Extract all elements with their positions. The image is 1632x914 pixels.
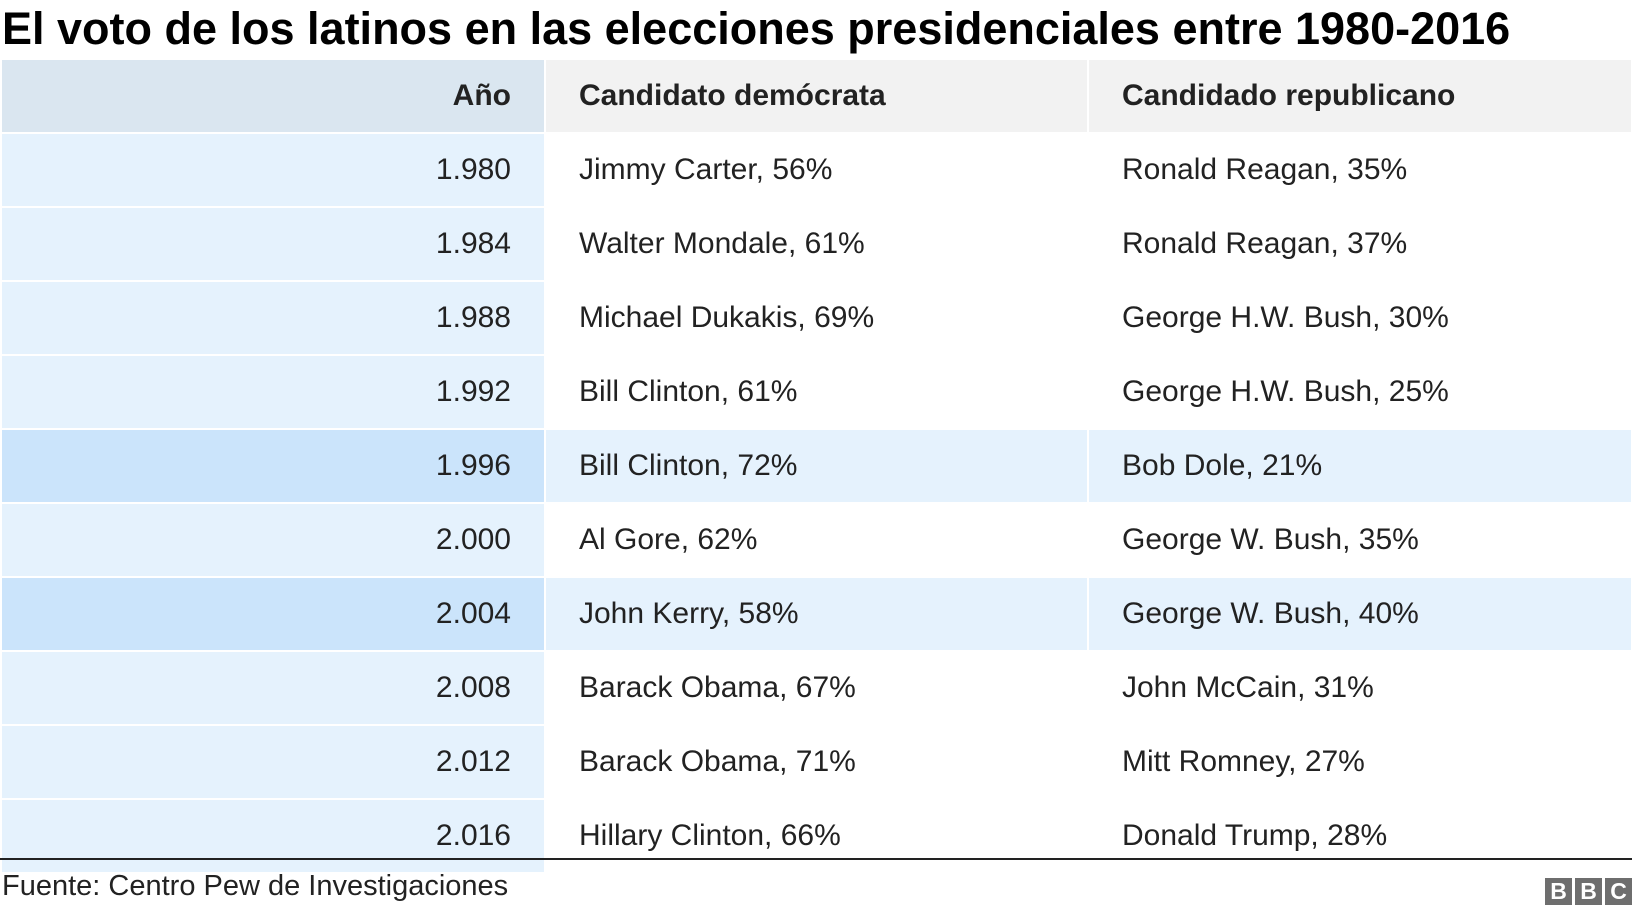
table-header-row: Año Candidato demócrata Candidado republ… xyxy=(2,60,1632,134)
republican-cell: Mitt Romney, 27% xyxy=(1088,725,1632,800)
republican-cell: George W. Bush, 35% xyxy=(1088,503,1632,578)
data-table: Año Candidato demócrata Candidado republ… xyxy=(2,60,1632,874)
table-body: 1.980 Jimmy Carter, 56% Ronald Reagan, 35%… xyxy=(2,133,1632,874)
table-row: 1.996 Bill Clinton, 72% Bob Dole, 21% xyxy=(2,429,1632,504)
table-row: 2.004 John Kerry, 58% George W. Bush, 40% xyxy=(2,577,1632,652)
year-cell: 1.984 xyxy=(2,207,546,282)
republican-cell: Ronald Reagan, 37% xyxy=(1088,207,1632,282)
republican-cell: George H.W. Bush, 30% xyxy=(1088,281,1632,356)
year-cell: 2.008 xyxy=(2,651,546,726)
year-cell: 2.000 xyxy=(2,503,546,578)
column-header-republican: Candidado republicano xyxy=(1088,60,1632,134)
table-row: 1.984 Walter Mondale, 61% Ronald Reagan, 3… xyxy=(2,207,1632,282)
democrat-cell: Walter Mondale, 61% xyxy=(545,207,1089,282)
table-row: 2.000 Al Gore, 62% George W. Bush, 35% xyxy=(2,503,1632,578)
table-row: 2.016 Hillary Clinton, 66% Donald Trump, 2… xyxy=(2,799,1632,874)
footer-divider xyxy=(0,858,1632,860)
republican-cell: George W. Bush, 40% xyxy=(1088,577,1632,652)
year-cell: 1.992 xyxy=(2,355,546,430)
republican-cell: John McCain, 31% xyxy=(1088,651,1632,726)
democrat-cell: Bill Clinton, 72% xyxy=(545,429,1089,504)
year-cell: 1.988 xyxy=(2,281,546,356)
table-row: 2.008 Barack Obama, 67% John McCain, 31% xyxy=(2,651,1632,726)
democrat-cell: Jimmy Carter, 56% xyxy=(545,133,1089,208)
year-cell: 2.004 xyxy=(2,577,546,652)
bbc-logo: B B C xyxy=(1545,878,1632,905)
democrat-cell: John Kerry, 58% xyxy=(545,577,1089,652)
table-row: 2.012 Barack Obama, 71% Mitt Romney, 27% xyxy=(2,725,1632,800)
column-header-democrat: Candidato demócrata xyxy=(545,60,1089,134)
democrat-cell: Al Gore, 62% xyxy=(545,503,1089,578)
column-header-year: Año xyxy=(2,60,546,134)
chart-title: El voto de los latinos en las elecciones… xyxy=(2,3,1511,54)
republican-cell: Bob Dole, 21% xyxy=(1088,429,1632,504)
democrat-cell: Michael Dukakis, 69% xyxy=(545,281,1089,356)
democrat-cell: Bill Clinton, 61% xyxy=(545,355,1089,430)
democrat-cell: Barack Obama, 71% xyxy=(545,725,1089,800)
table-row: 1.988 Michael Dukakis, 69% George H.W. Bus… xyxy=(2,281,1632,356)
bbc-logo-letter: C xyxy=(1605,878,1632,905)
republican-cell: George H.W. Bush, 25% xyxy=(1088,355,1632,430)
year-cell: 1.996 xyxy=(2,429,546,504)
republican-cell: Ronald Reagan, 35% xyxy=(1088,133,1632,208)
year-cell: 2.016 xyxy=(2,799,546,874)
democrat-cell: Barack Obama, 67% xyxy=(545,651,1089,726)
republican-cell: Donald Trump, 28% xyxy=(1088,799,1632,874)
table-row: 1.980 Jimmy Carter, 56% Ronald Reagan, 35% xyxy=(2,133,1632,208)
bbc-logo-letter: B xyxy=(1575,878,1602,905)
democrat-cell: Hillary Clinton, 66% xyxy=(545,799,1089,874)
table-row: 1.992 Bill Clinton, 61% George H.W. Bush, … xyxy=(2,355,1632,430)
year-cell: 1.980 xyxy=(2,133,546,208)
source-note: Fuente: Centro Pew de Investigaciones xyxy=(2,870,509,902)
bbc-logo-letter: B xyxy=(1545,878,1572,905)
year-cell: 2.012 xyxy=(2,725,546,800)
